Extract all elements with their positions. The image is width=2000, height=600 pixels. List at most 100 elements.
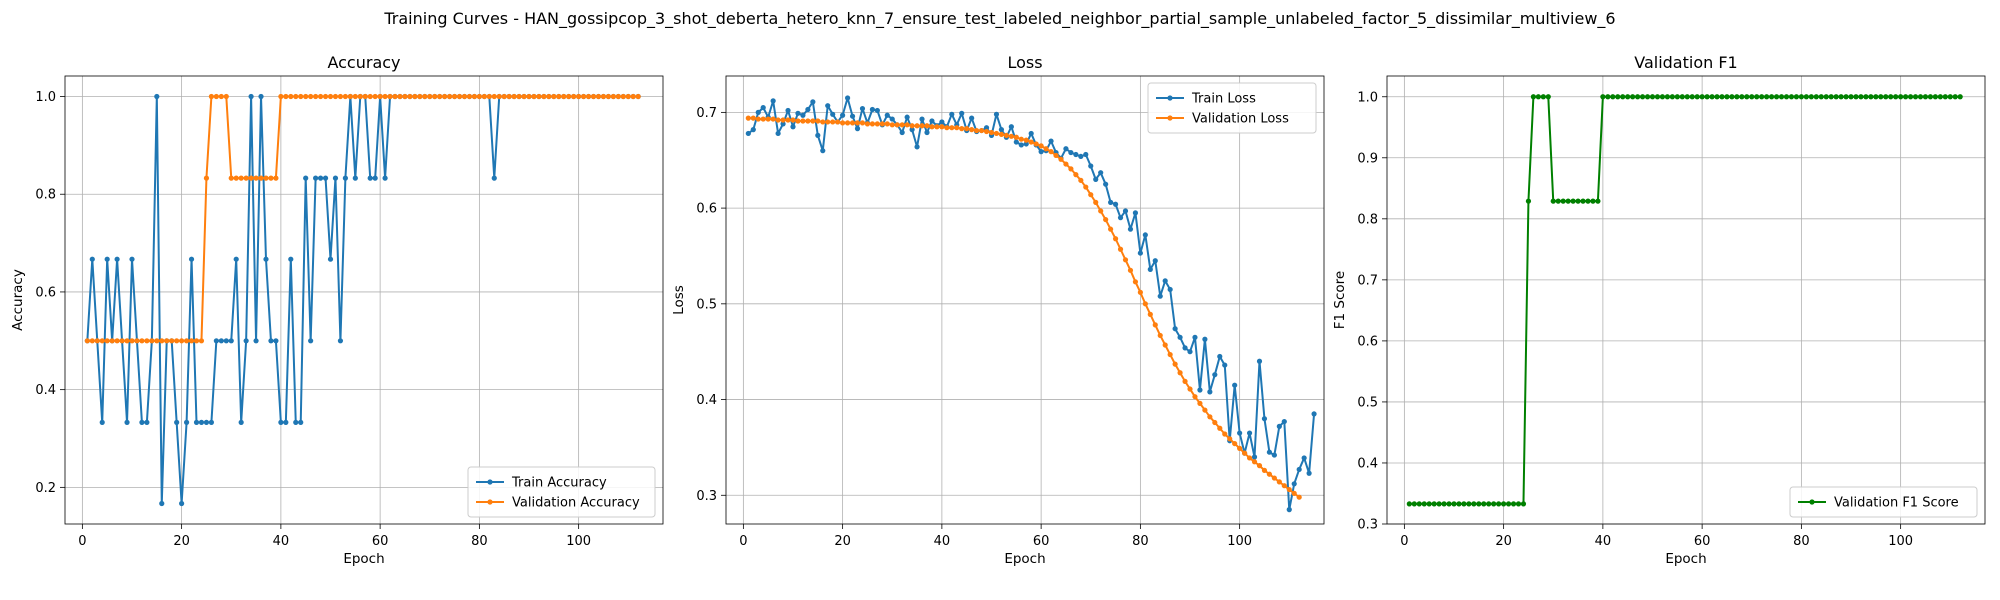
data-point [869,106,876,113]
data-point [1256,358,1263,364]
data-point [134,338,140,344]
data-point [625,93,631,100]
data-point [352,93,358,100]
data-point [1679,94,1685,100]
data-point [451,93,458,100]
data-point [372,175,378,181]
data-point [218,93,224,100]
data-point [114,338,120,344]
data-point [785,117,791,123]
data-point [1008,124,1014,130]
y-tick-label: 0.9 [1357,151,1378,166]
data-point [496,93,502,100]
data-point [924,123,930,129]
data-point [909,127,915,133]
data-point [1530,94,1536,100]
data-point [1773,94,1780,100]
data-point [248,175,254,181]
data-point [159,500,165,507]
data-point [1266,449,1273,455]
data-point [89,338,95,344]
data-point [988,129,995,136]
data-point [1088,163,1094,169]
data-point [1481,501,1487,507]
data-point [213,93,219,100]
data-point [585,93,592,100]
data-point [1162,278,1168,284]
data-point [1778,94,1785,100]
data-point [322,93,329,100]
data-point [1823,94,1829,100]
data-point [1878,94,1884,100]
data-point [466,93,473,100]
data-point [1590,198,1596,204]
data-point [1501,501,1507,507]
data-point [213,338,219,344]
x-tick-label: 40 [273,534,290,549]
data-point [1560,198,1566,204]
x-tick-label: 100 [1888,534,1913,549]
data-point [795,118,801,124]
data-point [392,93,398,100]
data-point [844,95,851,101]
data-point [1132,210,1139,216]
data-point [1411,501,1417,507]
data-point [1709,94,1715,100]
data-point [174,338,180,344]
data-point [1227,436,1233,442]
data-point [293,419,299,425]
data-point [600,93,607,100]
data-point [1689,94,1695,100]
data-point [1137,250,1143,256]
x-tick-label: 0 [78,534,86,549]
data-point [1261,416,1268,422]
data-point [293,93,299,100]
data-point [1749,94,1755,100]
data-point [1291,481,1297,487]
data-point [964,126,970,132]
data-point [298,419,304,425]
data-point [1734,94,1740,100]
data-point [1783,94,1790,100]
data-point [367,93,373,100]
data-point [1848,94,1854,100]
data-point [1610,94,1616,100]
data-point [1112,201,1119,207]
data-point [218,338,224,344]
data-point [1719,94,1725,100]
data-point [1172,361,1178,367]
data-point [288,256,294,262]
subplot-1: 0 20 40 60 80 100 0.2 0.4 0.6 0.8 1.0 Accuracy Epoch… [10,53,664,567]
data-point [1088,192,1094,198]
data-point [1167,351,1173,358]
data-point [815,132,821,138]
data-point [1505,501,1512,507]
data-point [1291,490,1297,496]
data-point [635,93,641,100]
data-point [1311,411,1317,417]
data-point [998,127,1005,133]
data-point [1167,286,1173,293]
data-point [1237,445,1243,451]
data-point [402,93,408,100]
data-point [442,93,448,100]
legend-box [1789,486,1978,518]
data-point [491,175,497,181]
data-point [904,114,910,120]
data-point [303,93,309,100]
data-point [268,175,274,181]
data-point [775,117,781,123]
data-point [1237,430,1243,436]
data-point [969,115,975,121]
data-point [1540,94,1546,100]
x-axis-label: Epoch [343,551,384,567]
data-point [630,93,636,100]
data-point [1759,94,1765,100]
data-point [506,93,512,100]
data-point [422,93,428,100]
data-point [313,93,319,100]
data-point [407,93,413,100]
data-point [745,115,751,121]
axes-frame [725,75,1325,525]
data-point [1271,475,1277,481]
